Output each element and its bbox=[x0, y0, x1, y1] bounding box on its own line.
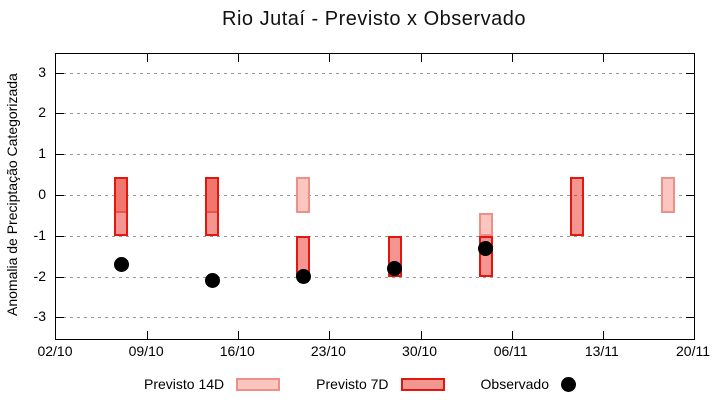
x-tick-label: 23/10 bbox=[310, 343, 346, 359]
gridline bbox=[56, 113, 694, 115]
y-tick-label: -3 bbox=[33, 308, 46, 325]
x-tick-label: 09/10 bbox=[128, 343, 164, 359]
y-tick-label: 0 bbox=[38, 186, 46, 202]
y-tick-left bbox=[56, 317, 64, 319]
x-tick-bottom bbox=[511, 331, 513, 339]
x-tick-top bbox=[511, 54, 513, 62]
bar-previsto-7d bbox=[569, 176, 584, 236]
y-tick-left bbox=[56, 276, 64, 278]
legend-label-observado: Observado bbox=[480, 376, 549, 392]
x-tick-bottom bbox=[420, 331, 422, 339]
x-tick-top bbox=[238, 54, 240, 62]
y-tick-left bbox=[56, 113, 64, 115]
x-tick-top bbox=[602, 54, 604, 62]
gridline bbox=[56, 276, 694, 278]
y-tick-label: -2 bbox=[33, 267, 46, 284]
y-tick-right bbox=[686, 317, 694, 319]
observed-point bbox=[204, 273, 220, 289]
x-tick-label: 02/10 bbox=[37, 343, 73, 359]
x-tick-label: 16/10 bbox=[219, 343, 255, 359]
x-tick-label: 06/11 bbox=[493, 343, 528, 359]
legend: Previsto 14D Previsto 7D Observado bbox=[0, 372, 720, 396]
x-tick-label: 30/10 bbox=[402, 343, 438, 359]
gridline bbox=[56, 235, 694, 237]
y-tick-left bbox=[56, 195, 64, 196]
x-tick-bottom bbox=[147, 331, 149, 339]
previsto-14d-swatch-icon bbox=[236, 377, 281, 391]
y-tick-label: -1 bbox=[33, 226, 46, 243]
x-tick-bottom bbox=[238, 331, 240, 339]
gridline bbox=[56, 72, 694, 74]
legend-item-previsto-7d: Previsto 7D bbox=[316, 376, 445, 392]
y-tick-right bbox=[686, 195, 694, 196]
x-tick-top bbox=[329, 54, 331, 62]
x-tick-bottom bbox=[602, 331, 604, 339]
legend-label-previsto-7d: Previsto 7D bbox=[316, 376, 389, 392]
bar-previsto-14d bbox=[478, 213, 493, 236]
legend-item-observado: Observado bbox=[481, 376, 576, 392]
bar-previsto-14d bbox=[660, 176, 675, 214]
previsto-7d-swatch-icon bbox=[400, 377, 445, 391]
y-tick-label: 2 bbox=[38, 104, 46, 121]
y-tick-right bbox=[686, 72, 694, 74]
y-tick-left bbox=[56, 235, 64, 237]
y-tick-right bbox=[686, 154, 694, 156]
plot-area bbox=[55, 53, 695, 340]
chart-title: Rio Jutaí - Previsto x Observado bbox=[222, 8, 526, 30]
bar-previsto-7d bbox=[205, 176, 220, 236]
observed-point bbox=[478, 240, 494, 256]
y-tick-label: 1 bbox=[38, 145, 46, 162]
y-tick-left bbox=[56, 154, 64, 156]
observed-point bbox=[387, 260, 403, 276]
x-tick-label: 13/11 bbox=[584, 343, 619, 359]
gridline bbox=[56, 317, 694, 319]
gridline bbox=[56, 195, 694, 196]
y-tick-right bbox=[686, 235, 694, 237]
y-tick-right bbox=[686, 276, 694, 278]
x-tick-bottom bbox=[329, 331, 331, 339]
observed-point bbox=[113, 256, 129, 272]
legend-label-previsto-14d: Previsto 14D bbox=[144, 376, 225, 392]
y-tick-right bbox=[686, 113, 694, 115]
gridline bbox=[56, 154, 694, 156]
observed-point bbox=[295, 269, 311, 285]
bar-previsto-14d bbox=[296, 176, 311, 214]
observed-point-icon bbox=[561, 376, 576, 392]
x-tick-top bbox=[420, 54, 422, 62]
x-tick-top bbox=[147, 54, 149, 62]
y-tick-left bbox=[56, 72, 64, 74]
y-tick-label: 3 bbox=[38, 63, 46, 80]
x-tick-label: 20/11 bbox=[676, 343, 710, 359]
legend-item-previsto-14d: Previsto 14D bbox=[144, 376, 281, 392]
bar-previsto-7d bbox=[114, 176, 129, 236]
